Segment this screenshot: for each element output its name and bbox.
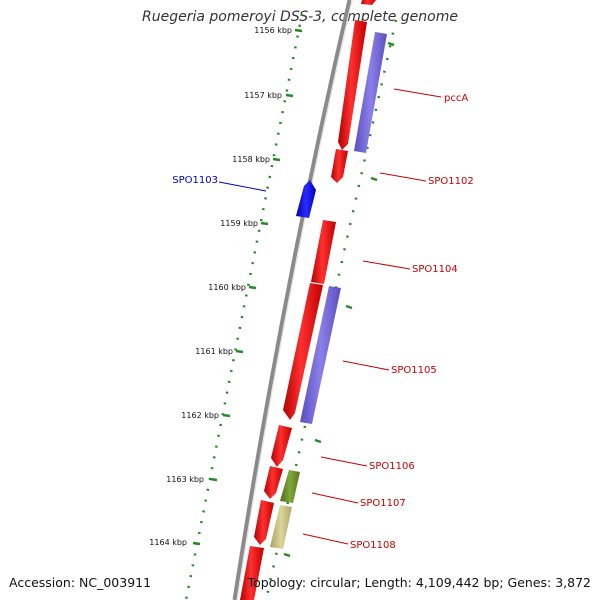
genome-backbone-highlight	[236, 0, 353, 600]
inner-dotted-track	[184, 13, 304, 600]
cds-SPO1102	[331, 149, 348, 183]
tick-label: 1158 kbp	[232, 155, 270, 164]
cds-SPO1108	[254, 500, 274, 545]
cds-SPO1105	[283, 283, 323, 420]
feature-purple-1	[354, 32, 387, 153]
outer-dotted-track	[264, 19, 398, 600]
cds-top	[361, 0, 376, 5]
cds-SPO1104	[311, 220, 336, 284]
cds-bottom	[240, 546, 264, 600]
cds-pccA	[338, 20, 367, 150]
gene-label-SPO1103[interactable]: SPO1103	[172, 175, 218, 186]
gene-label-SPO1102[interactable]: SPO1102	[428, 176, 474, 187]
scale-ticks	[192, 28, 303, 546]
tick-label: 1164 kbp	[149, 538, 187, 547]
feature-khaki	[270, 505, 292, 549]
feature-olive	[280, 470, 300, 503]
gene-label-pccA[interactable]: pccA	[444, 93, 468, 104]
genome-summary-text: Topology: circular; Length: 4,109,442 bp…	[247, 575, 591, 590]
outer-ticks	[283, 41, 395, 558]
accession-text: Accession: NC_003911	[9, 575, 152, 590]
tick-label: 1156 kbp	[254, 26, 292, 35]
tick-label: 1159 kbp	[220, 219, 258, 228]
gene-label-SPO1105[interactable]: SPO1105	[391, 365, 437, 376]
gene-label-SPO1108[interactable]: SPO1108	[350, 540, 396, 551]
genome-backbone	[232, 0, 353, 600]
tick-label: 1162 kbp	[181, 411, 219, 420]
leader-lines	[218, 88, 442, 545]
scale-labels: 1156 kbp 1157 kbp 1158 kbp 1159 kbp 1160…	[149, 26, 292, 547]
gene-label-SPO1107[interactable]: SPO1107	[360, 498, 406, 509]
tick-label: 1157 kbp	[244, 91, 282, 100]
tick-label: 1161 kbp	[195, 347, 233, 356]
tick-label: 1160 kbp	[208, 283, 246, 292]
cds-SPO1103	[296, 180, 316, 218]
cds-SPO1107	[264, 466, 283, 499]
gene-label-SPO1106[interactable]: SPO1106	[369, 461, 415, 472]
cds-SPO1106	[271, 425, 292, 467]
gene-label-SPO1104[interactable]: SPO1104	[412, 264, 458, 275]
feature-purple-2	[300, 286, 341, 424]
map-title: Ruegeria pomeroyi DSS-3, complete genome	[142, 9, 458, 25]
gene-labels: pccA SPO1102 SPO1103 SPO1104 SPO1105 SPO…	[172, 93, 473, 551]
tick-label: 1163 kbp	[166, 475, 204, 484]
